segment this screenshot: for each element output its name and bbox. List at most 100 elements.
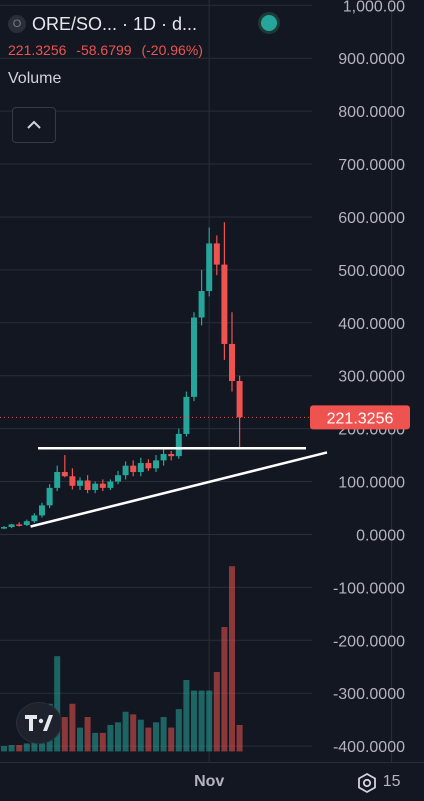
volume-bar [107, 724, 114, 752]
candle [168, 450, 175, 461]
candle-body [69, 476, 76, 486]
candle [115, 470, 121, 485]
candle-body [137, 463, 144, 473]
candle-body [130, 465, 137, 473]
candle-body [46, 487, 53, 506]
drawings[interactable] [0, 416, 328, 528]
candle [77, 477, 83, 491]
time-axis-bar [0, 762, 424, 801]
candle-body [160, 454, 167, 461]
last-price-tag-label: 221.3256 [327, 410, 394, 427]
candle [236, 375, 243, 448]
y-tick-label: -300.0000 [333, 686, 405, 703]
volume-bar [145, 727, 152, 752]
volume-bar [236, 724, 243, 752]
price-row: 221.3256 -58.6799 (-20.96%) [8, 42, 308, 58]
volume-bar [92, 732, 99, 752]
chevron-up-icon [27, 120, 41, 129]
time-axis[interactable]: Nov 15 [194, 773, 401, 790]
candle-body [236, 381, 243, 418]
candle [122, 461, 129, 480]
y-tick-label: 0.0000 [356, 527, 405, 544]
y-tick-label: 100.0000 [338, 475, 405, 492]
candle [153, 455, 159, 473]
y-tick-label: 300.0000 [338, 369, 405, 386]
candle [145, 459, 152, 471]
y-tick-label: 900.0000 [338, 51, 405, 68]
price-change-percent: (-20.96%) [141, 42, 203, 58]
candle-body [183, 396, 190, 434]
candle [130, 460, 137, 477]
volume-bar [137, 719, 144, 752]
volume-bar [229, 566, 235, 752]
x-tick-label: Nov [194, 773, 224, 790]
candle [160, 448, 167, 466]
volume-bar [191, 690, 197, 752]
price-axis[interactable]: 1,000.00 900.0000 800.0000 700.0000 600.0000… [310, 0, 410, 756]
candle [84, 475, 91, 494]
y-tick-label: 400.0000 [338, 316, 405, 333]
y-tick-label: 600.0000 [338, 210, 405, 227]
candle-body [175, 433, 182, 457]
x-tick-label: 15 [383, 773, 401, 790]
symbol-title[interactable]: ORE/SO... · 1D · d... [32, 13, 198, 34]
candle-body [221, 264, 228, 344]
y-tick-label: 1,000.00 [343, 0, 405, 15]
candle [31, 513, 38, 523]
candle-body [77, 480, 83, 486]
volume-bar [160, 717, 167, 752]
candle-body [61, 472, 68, 477]
candle [175, 428, 182, 459]
candle-body [213, 243, 220, 265]
candle-body [145, 463, 152, 469]
candle-body [153, 460, 159, 469]
volume-bar [213, 672, 220, 752]
tradingview-logo-icon[interactable] [16, 702, 62, 744]
candle-body [23, 521, 30, 525]
volume-bars [1, 566, 243, 752]
candle-body [191, 317, 197, 397]
volume-bar [221, 627, 228, 752]
candle [46, 484, 53, 508]
candle [61, 455, 68, 478]
y-tick-label: 500.0000 [338, 263, 405, 280]
volume-bar [115, 722, 121, 752]
volume-bar [1, 746, 7, 752]
collapse-indicators-button[interactable] [12, 107, 56, 143]
volume-bar [183, 679, 190, 752]
candle [16, 522, 23, 527]
last-price-tag [310, 405, 410, 430]
volume-bar [198, 690, 205, 752]
volume-bar [8, 745, 15, 752]
candle-body [39, 505, 45, 516]
candles [1, 222, 243, 530]
volume-bar [61, 717, 68, 752]
candle [191, 312, 197, 402]
volume-bar [54, 656, 61, 752]
volume-bar [23, 743, 30, 752]
candle [23, 519, 30, 526]
y-tick-label: -400.0000 [333, 739, 405, 756]
candle-body [229, 343, 235, 381]
candle [221, 222, 228, 360]
volume-bar [130, 714, 137, 752]
symbol-logo-icon: O [8, 15, 26, 33]
trend-line [30, 451, 328, 528]
volume-indicator-label[interactable]: Volume [8, 70, 62, 87]
volume-bar [122, 711, 129, 752]
candle [213, 235, 220, 276]
last-price: 221.3256 [8, 42, 67, 58]
candle [8, 523, 15, 529]
candle-body [168, 454, 175, 457]
candle-body [122, 465, 129, 476]
volume-bar [99, 732, 106, 752]
y-tick-label: -100.0000 [333, 580, 405, 597]
y-tick-label: 700.0000 [338, 157, 405, 174]
candle-body [8, 524, 15, 528]
candle [183, 391, 190, 437]
candle [1, 525, 7, 530]
volume-bar [175, 709, 182, 752]
candle-body [198, 291, 205, 318]
settings-icon[interactable] [354, 770, 380, 796]
